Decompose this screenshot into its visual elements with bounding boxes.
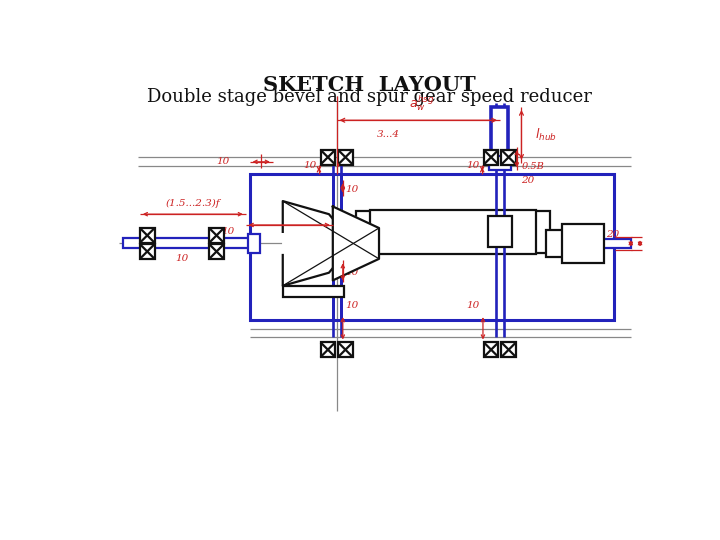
Text: 10: 10 [467,161,480,170]
Bar [496,239,631,248]
Text: $a_w^{hsg}$: $a_w^{hsg}$ [410,93,435,112]
Text: 10: 10 [303,161,316,170]
Polygon shape [283,201,341,286]
Text: 10: 10 [222,227,235,235]
Text: $l_{hub}$: $l_{hub}$ [535,127,557,143]
Bar [484,342,498,357]
Bar [546,230,588,257]
Text: f: f [299,209,303,219]
Bar [320,342,336,357]
Bar [248,234,261,253]
Bar [501,150,516,165]
Text: 20: 20 [521,176,535,185]
Text: 10: 10 [346,185,359,194]
Bar [320,150,336,165]
Bar [484,150,498,165]
Text: 10: 10 [467,301,480,309]
Bar [487,217,512,247]
Bar [140,244,155,259]
Polygon shape [333,206,379,280]
Bar [283,286,344,298]
Bar [210,244,224,259]
Bar [210,228,224,242]
Text: 0.5B: 0.5B [521,162,544,171]
Text: 10: 10 [346,301,359,309]
Bar [489,157,510,170]
Bar [122,239,257,248]
Bar [356,211,550,253]
Text: 3...4: 3...4 [377,130,400,139]
Text: 10: 10 [216,157,230,166]
Text: 10: 10 [175,254,189,264]
Bar [370,210,536,254]
Text: Double stage bevel and spur gear speed reducer: Double stage bevel and spur gear speed r… [147,88,591,106]
Bar [338,150,353,165]
Text: 10: 10 [346,268,359,277]
Bar [140,228,155,242]
Text: 20: 20 [606,230,619,239]
Bar [501,342,516,357]
Bar [492,107,508,163]
Bar [250,174,614,320]
Bar [338,342,353,357]
Bar [562,224,604,262]
Text: SKETCH  LAYOUT: SKETCH LAYOUT [263,75,475,95]
Text: (1.5...2.3)f: (1.5...2.3)f [166,199,220,208]
